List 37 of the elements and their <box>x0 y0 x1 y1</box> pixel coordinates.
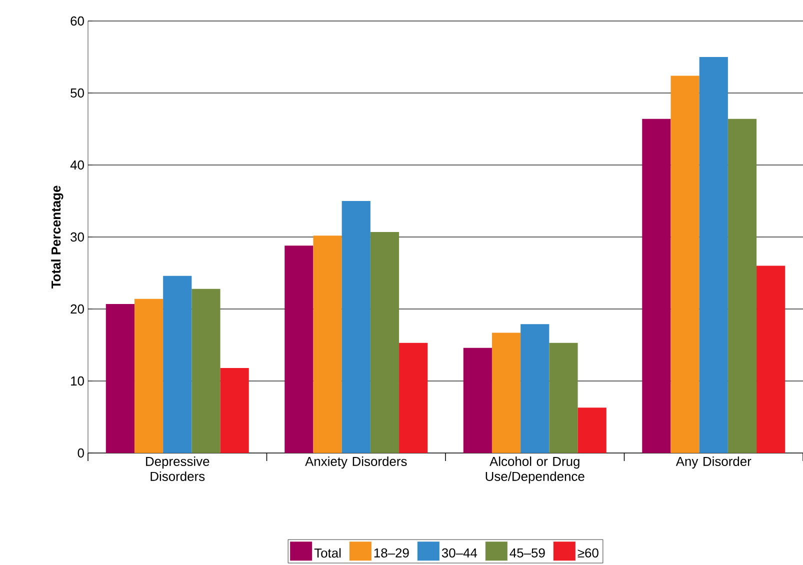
legend-label: Total <box>314 548 341 558</box>
x-tick-label: Alcohol or Drug Use/Dependence <box>486 456 584 484</box>
y-tick-label: 40 <box>70 160 84 170</box>
bar <box>342 201 370 453</box>
bar <box>192 288 220 453</box>
bar <box>220 368 249 453</box>
y-tick-label: 30 <box>70 232 84 242</box>
bar <box>670 76 700 453</box>
bar <box>699 57 728 453</box>
bar <box>463 348 492 453</box>
bar <box>134 298 164 453</box>
bar <box>284 246 314 453</box>
bar <box>106 304 134 453</box>
bar <box>549 342 578 453</box>
y-tick-label: 20 <box>70 304 84 314</box>
bar <box>578 408 606 453</box>
bar <box>163 276 192 453</box>
y-tick-label: 0 <box>78 448 84 458</box>
x-tick-label: Any Disorder <box>676 456 752 469</box>
bar <box>370 232 400 453</box>
bar <box>728 118 757 453</box>
legend-label: ≥60 <box>578 548 598 558</box>
bar <box>642 118 671 453</box>
y-tick-label: 10 <box>71 376 84 386</box>
x-tick-label: Depressive Disorders <box>146 456 210 481</box>
bar <box>756 266 786 453</box>
bar <box>399 342 428 453</box>
x-tick-label: Anxiety Disorders <box>305 456 407 469</box>
legend-label: 45–59 <box>510 548 545 558</box>
y-tick-label: 50 <box>70 88 84 98</box>
legend-label: 30–44 <box>442 548 478 558</box>
bar <box>313 236 342 453</box>
legend-label: 18–29 <box>374 548 409 558</box>
bar <box>492 332 521 453</box>
bar <box>520 324 550 453</box>
y-tick-label: 60 <box>70 16 84 26</box>
y-axis-title: Total Percentage <box>51 186 64 289</box>
